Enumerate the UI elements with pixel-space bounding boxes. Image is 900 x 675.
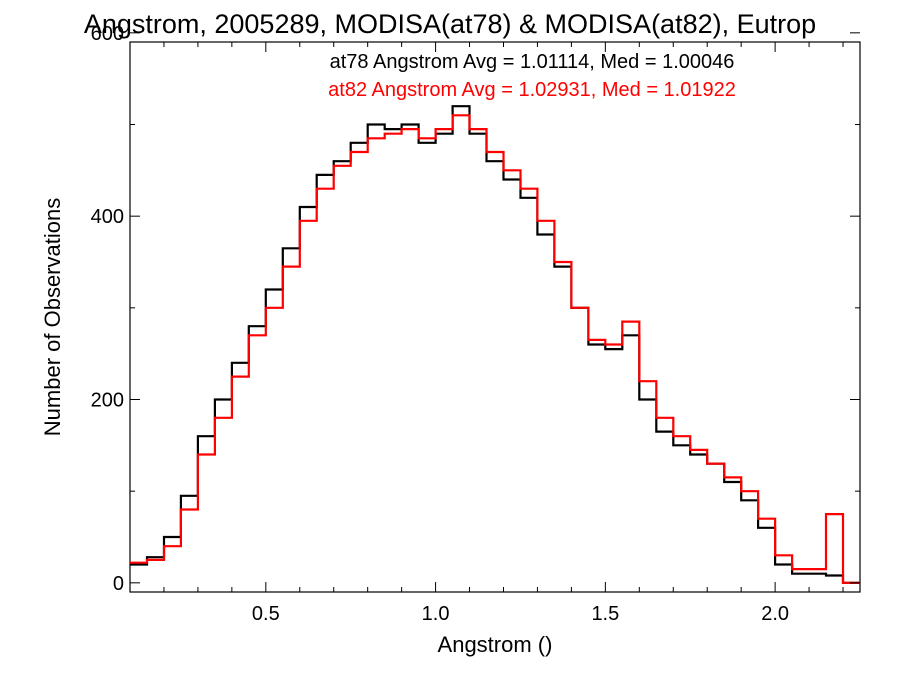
chart-title: Angstrom, 2005289, MODISA(at78) & MODISA…: [84, 9, 816, 39]
series-1-line: [130, 114, 860, 584]
x-tick-label: 1.5: [591, 603, 619, 625]
x-tick-label: 0.5: [252, 603, 280, 625]
y-tick-label: 200: [91, 390, 124, 412]
plot-border: [129, 41, 861, 593]
series-layer: [130, 105, 860, 584]
x-tick-label: 2.0: [761, 603, 789, 625]
x-axis-label: Angstrom (): [438, 632, 553, 657]
x-tick-label: 1.0: [422, 603, 450, 625]
y-tick-label: 400: [91, 206, 124, 228]
plot-frame: [129, 41, 861, 593]
y-tick-label: 0: [113, 573, 124, 595]
y-axis-label: Number of Observations: [40, 198, 65, 436]
annotation-at82: at82 Angstrom Avg = 1.02931, Med = 1.019…: [328, 79, 736, 101]
series-0-line: [130, 105, 860, 584]
annotation-at78: at78 Angstrom Avg = 1.01114, Med = 1.000…: [330, 51, 735, 73]
ticks-layer: 0.5 1.0 1.5 2.0 0 200 400 600: [91, 23, 860, 625]
y-tick-label: 600: [91, 23, 124, 45]
